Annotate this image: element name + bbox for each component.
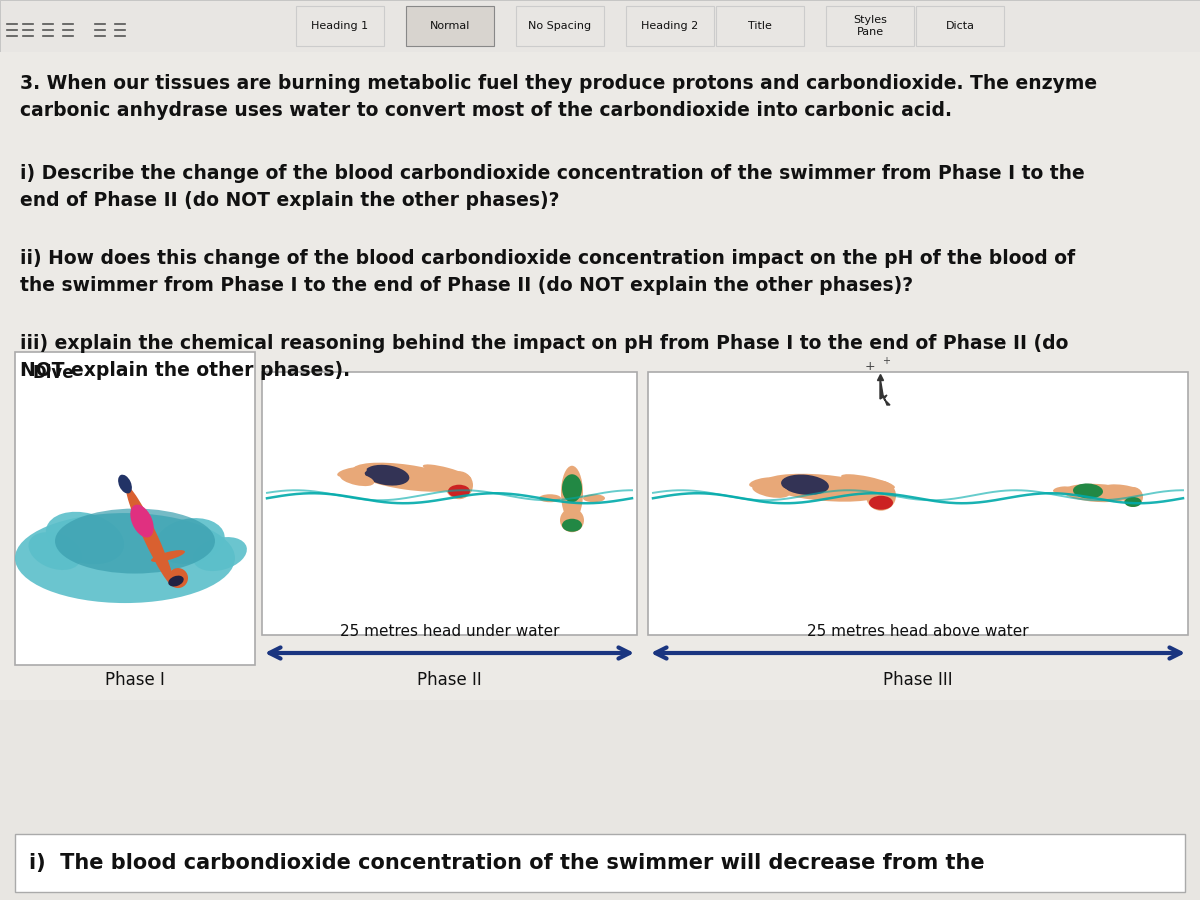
Text: Title: Title [748,21,772,31]
Text: Heading 1: Heading 1 [312,21,368,31]
Text: i) Describe the change of the blood carbondioxide concentration of the swimmer f: i) Describe the change of the blood carb… [20,164,1085,211]
Text: +: + [882,356,890,366]
Ellipse shape [168,576,184,587]
Text: iii) explain the chemical reasoning behind the impact on pH from Phase I to the : iii) explain the chemical reasoning behi… [20,334,1068,380]
Bar [296,6,384,46]
Ellipse shape [539,494,562,502]
Text: Dicta: Dicta [946,21,974,31]
Ellipse shape [749,477,781,488]
Bar [648,372,1188,635]
Bar [626,6,714,46]
Text: +: + [865,361,875,374]
Bar [516,6,604,46]
Ellipse shape [1105,484,1140,493]
Ellipse shape [14,513,235,603]
Bar [406,6,494,46]
Bar [916,6,1004,46]
Bar [14,352,256,665]
Bar [0,52,1200,700]
Ellipse shape [869,496,893,509]
Text: Styles
Pane: Styles Pane [853,15,887,37]
Text: 3. When our tissues are burning metabolic fuel they produce protons and carbondi: 3. When our tissues are burning metaboli… [20,74,1097,121]
Circle shape [866,481,896,510]
Ellipse shape [340,472,374,486]
Bar [14,834,1186,892]
Bar [0,0,1200,52]
Ellipse shape [781,474,829,495]
Ellipse shape [1124,497,1141,507]
Ellipse shape [562,474,582,502]
Circle shape [445,472,473,500]
Ellipse shape [193,537,247,572]
Text: Normal: Normal [430,21,470,31]
Ellipse shape [752,483,790,498]
Text: Phase II: Phase II [418,671,482,689]
Ellipse shape [46,512,124,564]
Ellipse shape [841,474,895,490]
Ellipse shape [353,463,462,491]
Ellipse shape [55,508,215,573]
Ellipse shape [422,464,472,480]
Ellipse shape [1054,486,1073,493]
Ellipse shape [448,485,470,498]
Ellipse shape [131,505,154,537]
Text: Heading 2: Heading 2 [641,21,698,31]
Circle shape [168,568,188,588]
Ellipse shape [151,550,185,562]
Ellipse shape [1073,483,1103,499]
Ellipse shape [118,474,132,493]
Ellipse shape [155,518,224,564]
Circle shape [1123,487,1142,507]
Bar [826,6,914,46]
Text: i)  The blood carbondioxide concentration of the swimmer will decrease from the: i) The blood carbondioxide concentration… [29,853,985,873]
Ellipse shape [562,518,582,532]
Text: 25 metres head above water: 25 metres head above water [808,624,1028,639]
Bar [716,6,804,46]
Text: Phase III: Phase III [883,671,953,689]
Polygon shape [880,377,890,405]
Ellipse shape [562,465,583,521]
Circle shape [560,508,584,532]
Text: Dive: Dive [34,364,74,382]
Ellipse shape [126,486,174,586]
Ellipse shape [29,532,82,570]
Text: ii) How does this change of the blood carbondioxide concentration impact on the : ii) How does this change of the blood ca… [20,249,1075,295]
Text: 25 metres head under water: 25 metres head under water [340,624,559,639]
Ellipse shape [365,464,409,486]
Text: No Spacing: No Spacing [528,21,592,31]
Bar [262,372,637,635]
Ellipse shape [763,473,883,501]
Ellipse shape [1063,484,1133,502]
Ellipse shape [583,494,605,502]
Ellipse shape [337,467,367,477]
Text: Phase I: Phase I [106,671,164,689]
